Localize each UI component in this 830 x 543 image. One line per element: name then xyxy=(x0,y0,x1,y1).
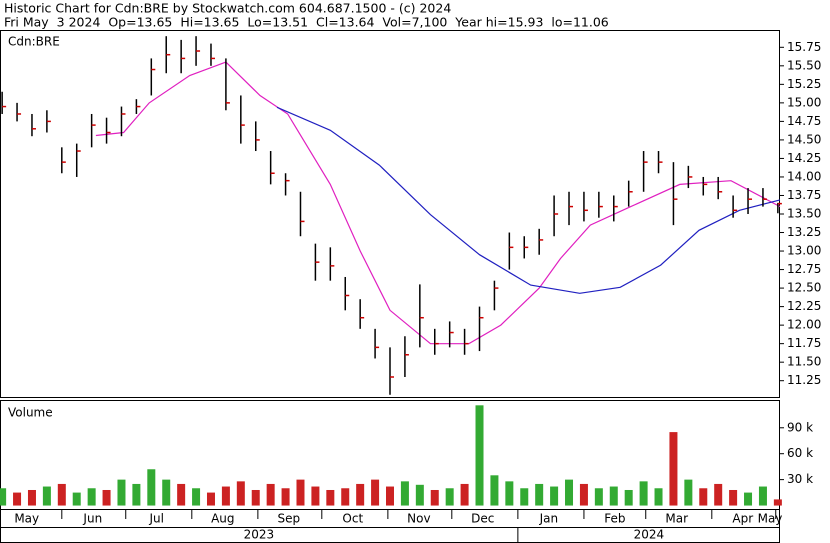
chart-title: Historic Chart for Cdn:BRE by Stockwatch… xyxy=(4,1,451,16)
volume-bar xyxy=(13,492,22,506)
moving-average xyxy=(95,61,781,345)
volume-bar xyxy=(221,486,230,506)
volume-bar xyxy=(42,486,51,506)
y-tick-label: 12.00 xyxy=(787,318,821,332)
y-tick-label: 30 k xyxy=(787,472,813,486)
volume-bar xyxy=(729,489,738,506)
volume-bar xyxy=(206,492,215,506)
y-tick-label: 13.75 xyxy=(787,188,821,202)
y-tick-label: 12.50 xyxy=(787,281,821,295)
volume-bar xyxy=(177,483,186,506)
x-tick-label: May xyxy=(758,512,783,526)
volume-bar xyxy=(773,499,782,506)
volume-bar xyxy=(654,488,663,506)
volume-bar xyxy=(132,483,141,506)
volume-bar xyxy=(639,481,648,506)
y-tick-label: 14.50 xyxy=(787,132,821,146)
volume-bar xyxy=(594,488,603,506)
x-tick-label: Aug xyxy=(211,512,234,526)
y-tick-label: 15.75 xyxy=(787,40,821,54)
volume-bar xyxy=(579,483,588,506)
volume-bar xyxy=(57,483,66,506)
y-tick-label: 90 k xyxy=(787,420,813,434)
y-tick-label: 11.75 xyxy=(787,336,821,350)
y-tick-label: 13.50 xyxy=(787,207,821,221)
volume-label: Volume xyxy=(8,406,53,420)
volume-bar xyxy=(117,479,126,506)
y-tick-label: 12.25 xyxy=(787,299,821,313)
volume-bar xyxy=(758,486,767,506)
volume-bar xyxy=(624,489,633,506)
year-label: 2023 xyxy=(244,528,275,542)
volume-bar xyxy=(400,481,409,506)
volume-bar xyxy=(0,488,7,506)
volume-bar xyxy=(415,484,424,506)
volume-bar xyxy=(311,486,320,506)
volume-bar xyxy=(356,483,365,506)
volume-bar xyxy=(520,488,529,506)
x-tick-label: Apr xyxy=(732,512,753,526)
volume-bar xyxy=(27,489,36,506)
volume-bar xyxy=(192,488,201,506)
volume-bar xyxy=(744,492,753,506)
volume-bar xyxy=(236,481,245,506)
x-tick-label: Feb xyxy=(604,512,625,526)
moving-average xyxy=(276,106,781,294)
volume-bar xyxy=(445,488,454,506)
volume-bar xyxy=(147,469,156,506)
volume-bar xyxy=(72,492,81,506)
volume-bar xyxy=(341,488,350,506)
volume-bar xyxy=(490,475,499,506)
volume-bar xyxy=(296,479,305,506)
y-tick-label: 12.75 xyxy=(787,262,821,276)
volume-bar xyxy=(326,489,335,506)
year-label: 2024 xyxy=(634,528,665,542)
symbol-label: Cdn:BRE xyxy=(8,35,60,49)
price-frame xyxy=(0,30,780,398)
y-tick-label: 11.25 xyxy=(787,373,821,387)
volume-bar xyxy=(460,483,469,506)
volume-bar xyxy=(430,489,439,506)
volume-bar xyxy=(162,479,171,506)
y-tick-label: 14.75 xyxy=(787,114,821,128)
y-tick-label: 14.00 xyxy=(787,169,821,183)
x-tick-label: Mar xyxy=(665,512,688,526)
y-tick-label: 13.25 xyxy=(787,225,821,239)
volume-bar xyxy=(535,483,544,506)
x-tick-label: Jul xyxy=(148,512,163,526)
y-tick-label: 15.25 xyxy=(787,77,821,91)
volume-bar xyxy=(609,486,618,506)
volume-bar xyxy=(251,489,260,506)
x-tick-label: Nov xyxy=(407,512,430,526)
volume-bar xyxy=(102,489,111,506)
volume-bar xyxy=(281,488,290,506)
x-tick-label: May xyxy=(14,512,39,526)
y-tick-label: 15.50 xyxy=(787,58,821,72)
volume-bar xyxy=(565,479,574,506)
y-tick-label: 11.50 xyxy=(787,355,821,369)
x-tick-label: Jun xyxy=(82,512,102,526)
y-tick-label: 13.00 xyxy=(787,244,821,258)
volume-bar xyxy=(669,432,678,506)
x-tick-label: Jan xyxy=(539,512,559,526)
y-tick-label: 15.00 xyxy=(787,95,821,109)
volume-bar xyxy=(505,481,514,506)
volume-bar xyxy=(714,483,723,506)
y-tick-label: 60 k xyxy=(787,446,813,460)
y-tick-label: 14.25 xyxy=(787,151,821,165)
volume-bar xyxy=(550,486,559,506)
x-tick-label: Oct xyxy=(342,512,363,526)
volume-bar xyxy=(87,488,96,506)
chart-subtitle: Fri May 3 2024 Op=13.65 Hi=13.65 Lo=13.5… xyxy=(4,15,609,30)
volume-bar xyxy=(386,486,394,506)
x-tick-label: Dec xyxy=(471,512,494,526)
volume-bar xyxy=(266,483,275,506)
x-tick-label: Sep xyxy=(278,512,301,526)
volume-bar xyxy=(371,479,380,506)
volume-bar xyxy=(699,488,708,506)
volume-bar xyxy=(684,479,693,506)
volume-bar xyxy=(475,405,484,506)
